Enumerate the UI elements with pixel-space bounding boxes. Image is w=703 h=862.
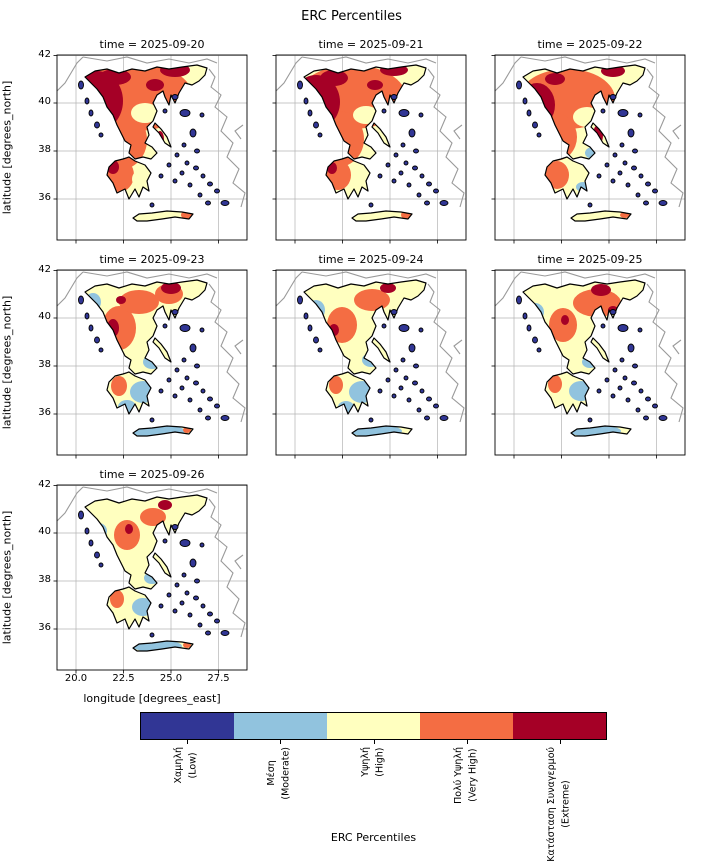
subplot-title: time = 2025-09-22 bbox=[537, 38, 643, 51]
colorbar-segment-1 bbox=[141, 713, 234, 739]
y-axis-label: latitude [degrees_north] bbox=[0, 295, 14, 430]
colorbar bbox=[140, 712, 607, 740]
greece-map bbox=[491, 54, 686, 244]
subplot-2025-09-20: time = 2025-09-20 42 40 38 36 latitude [degre… bbox=[1, 38, 248, 244]
y-tick-label: 40 bbox=[38, 96, 51, 107]
x-axis-label: longitude [degrees_east] bbox=[83, 692, 221, 705]
colorbar-segment-2 bbox=[234, 713, 327, 739]
subplot-title: time = 2025-09-23 bbox=[99, 253, 205, 266]
colorbar-category-label: Χαμηλή (Low) bbox=[172, 747, 198, 784]
greece-map bbox=[53, 54, 248, 244]
colorbar-category-label: Πολύ Υψηλή (Very High) bbox=[452, 747, 479, 804]
y-tick-label: 38 bbox=[38, 359, 51, 370]
y-tick-label: 42 bbox=[38, 48, 51, 60]
subplot-title: time = 2025-09-26 bbox=[99, 468, 205, 481]
y-tick-label: 40 bbox=[38, 311, 51, 322]
x-tick-label: 27.5 bbox=[207, 673, 230, 684]
colorbar-tick bbox=[186, 740, 188, 744]
y-tick-label: 38 bbox=[38, 574, 51, 585]
subplot-title: time = 2025-09-25 bbox=[537, 253, 643, 266]
colorbar-tick bbox=[280, 740, 282, 744]
greece-map bbox=[53, 269, 248, 459]
colorbar-category-label: Υψηλή (High) bbox=[359, 747, 385, 777]
y-tick-label: 40 bbox=[38, 526, 51, 537]
x-tick-label: 25.0 bbox=[159, 673, 183, 684]
figure-title: ERC Percentiles bbox=[301, 9, 402, 24]
y-tick-label: 36 bbox=[38, 622, 51, 633]
subplot-2025-09-25: time = 2025-09-25 bbox=[491, 253, 686, 459]
colorbar-tick bbox=[560, 740, 562, 744]
colorbar-segment-4 bbox=[420, 713, 513, 739]
colorbar-category-label: Κατάσταση Συναγερμού (Extreme) bbox=[546, 747, 572, 862]
subplot-title: time = 2025-09-21 bbox=[318, 38, 424, 51]
x-tick-label: 22.5 bbox=[112, 673, 135, 684]
greece-map bbox=[272, 54, 467, 244]
y-tick-label: 42 bbox=[38, 263, 51, 275]
y-tick-label: 38 bbox=[38, 144, 51, 155]
subplot-title: time = 2025-09-24 bbox=[318, 253, 424, 266]
greece-map bbox=[272, 269, 467, 459]
y-tick-label: 36 bbox=[38, 407, 51, 418]
subplot-2025-09-26: time = 2025-09-26 42 40 38 36 latitude [degre… bbox=[1, 468, 248, 705]
subplot-2025-09-22: time = 2025-09-22 bbox=[491, 38, 686, 244]
greece-map bbox=[491, 269, 686, 459]
x-tick-label: 20.0 bbox=[64, 673, 88, 684]
colorbar-tick bbox=[373, 740, 375, 744]
colorbar-axis-label: ERC Percentiles bbox=[330, 831, 417, 844]
colorbar-segment-5 bbox=[513, 713, 606, 739]
y-axis-label: latitude [degrees_north] bbox=[0, 80, 14, 215]
subplot-title: time = 2025-09-20 bbox=[99, 38, 205, 51]
y-tick-label: 42 bbox=[38, 478, 51, 490]
subplot-2025-09-21: time = 2025-09-21 bbox=[272, 38, 467, 244]
colorbar-tick bbox=[466, 740, 468, 744]
colorbar-segment-3 bbox=[327, 713, 420, 739]
y-axis-label: latitude [degrees_north] bbox=[0, 510, 14, 645]
y-tick-label: 36 bbox=[38, 192, 51, 203]
greece-map bbox=[53, 484, 248, 674]
subplot-2025-09-24: time = 2025-09-24 bbox=[272, 253, 467, 459]
colorbar-category-label: Μέση (Moderate) bbox=[266, 747, 292, 800]
subplot-2025-09-23: time = 2025-09-23 42 40 38 36 latitude [degre… bbox=[1, 253, 248, 459]
